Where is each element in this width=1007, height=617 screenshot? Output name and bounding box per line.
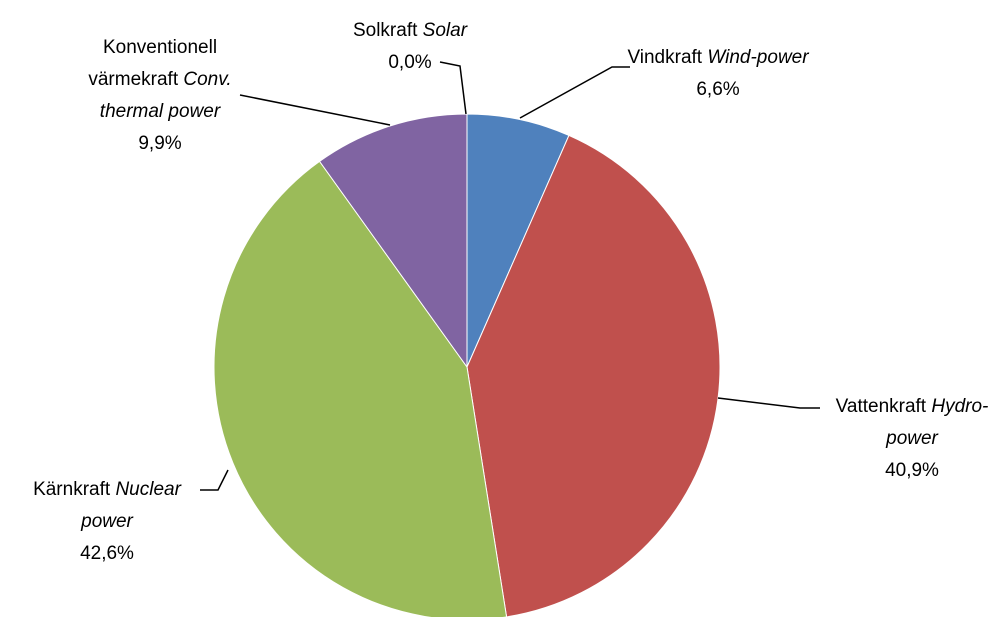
pie-slice [466,134,721,617]
slice-label: Solkraft Solar 0,0% [352,20,468,73]
slice-label: Kärnkraft Nuclear power 42,6% [33,479,181,564]
slice-label: Vindkraft Wind-power 6,6% [627,47,809,100]
leader-line [200,469,229,491]
pie-slice [213,160,508,617]
leader-line [519,66,630,119]
pie-slice [318,113,468,369]
slice-label: Vattenkraft Hydro-power 40,9% [835,396,989,481]
slice-label: Konventionell värmekraft Conv. thermal p… [88,37,232,154]
leader-line [717,397,820,409]
leader-line [439,61,467,115]
leader-line [239,94,391,126]
